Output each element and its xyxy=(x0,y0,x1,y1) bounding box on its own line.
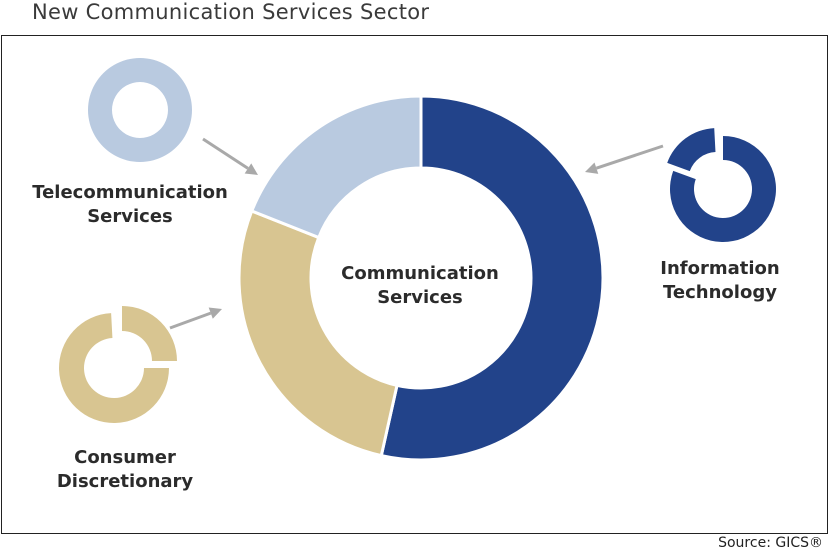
telecom-ring-icon xyxy=(87,58,192,163)
label-line: Technology xyxy=(663,282,777,303)
consumer-arrow-head xyxy=(208,307,222,319)
label-line: Telecommunication xyxy=(32,182,228,203)
label-line: Information xyxy=(660,258,780,279)
center-label-line2: Services xyxy=(377,287,463,308)
label-consumer-discretionary: Consumer Discretionary xyxy=(40,446,210,494)
it-arrow-head xyxy=(585,162,599,174)
consumer-discretionary-icon-piece xyxy=(122,306,177,361)
consumer-arrow-line xyxy=(169,311,212,330)
consumer-discretionary-icon xyxy=(58,313,169,423)
information-technology-icon xyxy=(669,136,776,242)
center-label: Communication Services xyxy=(330,262,510,310)
donut-slice-consumer-discretionary xyxy=(237,209,399,458)
it-arrow-line xyxy=(595,144,664,170)
label-line: Consumer xyxy=(74,447,176,468)
source-note: Source: GICS® xyxy=(718,535,823,551)
chart-title: New Communication Services Sector xyxy=(32,0,430,24)
label-information-technology: Information Technology xyxy=(630,257,810,305)
telecom-arrow-head xyxy=(244,163,258,175)
telecom-arrow-line xyxy=(202,137,249,170)
diagram-frame xyxy=(1,35,828,534)
label-line: Services xyxy=(87,206,173,227)
information-technology-icon-piece xyxy=(667,128,716,172)
center-label-line1: Communication xyxy=(341,263,499,284)
label-line: Discretionary xyxy=(56,471,194,492)
donut-slice-telecommunication-services xyxy=(249,94,423,240)
donut-slice-information-technology xyxy=(379,94,605,462)
label-telecommunication-services: Telecommunication Services xyxy=(10,181,250,229)
